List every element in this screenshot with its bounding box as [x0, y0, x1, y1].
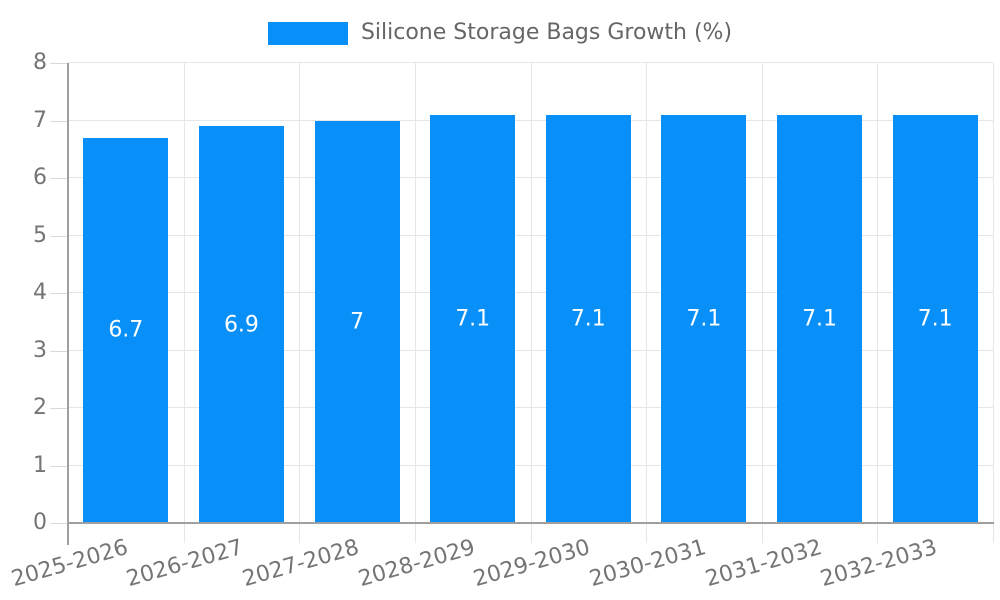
y-tick-label: 1	[33, 452, 47, 478]
y-tick-mark	[50, 293, 67, 294]
bar-value-label: 7.1	[570, 306, 606, 332]
plot-area: 6.7 6.9 7 7.1 7.1 7.1 7.1 7.1	[67, 62, 994, 545]
y-tick-mark	[50, 236, 67, 237]
y-tick-label: 3	[33, 337, 47, 363]
x-tick-label: 2028-2029	[355, 535, 478, 593]
legend: Silicone Storage Bags Growth (%)	[0, 20, 1000, 45]
y-tick-mark	[50, 523, 67, 524]
bar-value-label: 7.1	[686, 306, 722, 332]
bar-value-label: 6.7	[108, 317, 144, 343]
bar: 7.1	[661, 114, 747, 523]
h-gridline	[68, 62, 993, 63]
v-gridline	[414, 63, 416, 543]
v-gridline	[646, 63, 648, 543]
y-tick-label: 8	[33, 50, 47, 75]
y-tick-mark	[50, 63, 67, 64]
y-tick-label: 4	[33, 280, 47, 305]
x-axis-line	[67, 522, 994, 524]
bar-value-label: 7.1	[917, 306, 953, 332]
y-tick-mark	[50, 466, 67, 467]
legend-swatch	[267, 21, 348, 45]
x-tick-label: 2025-2026	[8, 535, 131, 593]
y-tick-mark	[50, 121, 67, 122]
bar: 7.1	[777, 114, 863, 523]
y-tick-label: 7	[33, 107, 47, 133]
bar: 7.1	[892, 114, 978, 523]
v-gridline	[183, 63, 185, 543]
v-gridline	[993, 63, 994, 543]
y-tick-mark	[50, 351, 67, 352]
y-tick-label: 2	[33, 395, 47, 420]
x-tick-label: 2032-2033	[817, 535, 941, 593]
bar-value-label: 7.1	[802, 306, 838, 332]
v-gridline	[299, 63, 301, 543]
legend-label: Silicone Storage Bags Growth (%)	[360, 20, 733, 45]
y-tick-label: 0	[33, 510, 47, 535]
y-tick-mark	[50, 408, 67, 409]
y-tick-label: 6	[33, 165, 47, 190]
v-gridline	[530, 63, 532, 543]
v-gridline	[761, 63, 763, 543]
x-tick-label: 2029-2030	[471, 535, 594, 593]
y-axis-line	[67, 63, 69, 545]
bar: 6.7	[83, 137, 169, 523]
bar: 7.1	[430, 114, 516, 523]
x-tick-label: 2031-2032	[702, 535, 825, 593]
y-tick-label: 5	[33, 222, 47, 248]
x-tick-label: 2026-2027	[124, 535, 247, 593]
bar-value-label: 7.1	[455, 306, 491, 332]
v-gridline	[877, 63, 879, 543]
bar: 6.9	[198, 126, 284, 523]
bar: 7.1	[545, 114, 631, 523]
bar: 7	[314, 120, 400, 523]
bar-value-label: 6.9	[223, 312, 259, 338]
x-tick-label: 2027-2028	[239, 535, 362, 593]
y-tick-mark	[50, 178, 67, 179]
x-tick-label: 2030-2031	[586, 535, 709, 593]
bar-value-label: 7	[350, 309, 365, 335]
